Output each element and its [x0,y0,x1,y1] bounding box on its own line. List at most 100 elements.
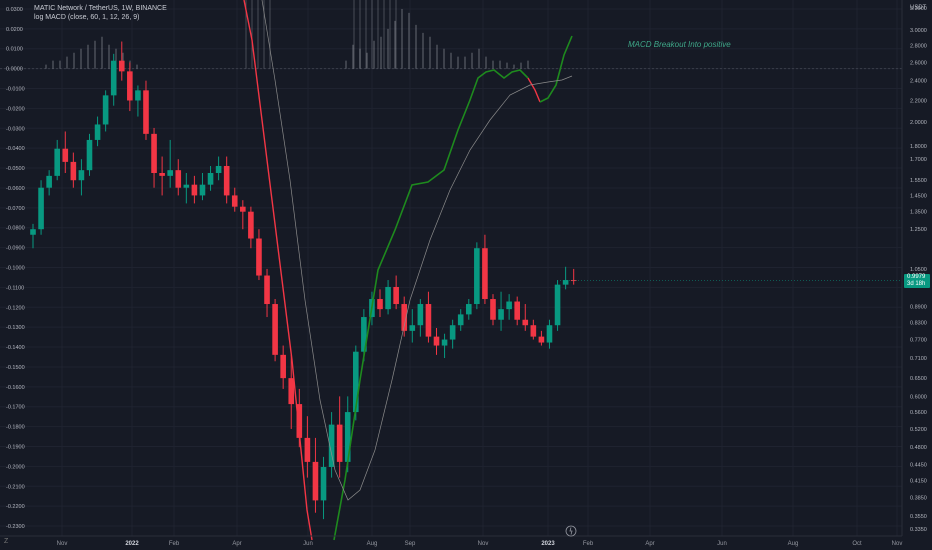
candle-body [256,238,262,276]
candle-down [312,437,319,513]
candle-body [110,60,117,96]
macd-tick-label: -0.0500 [6,166,25,172]
price-tick-label: 1.0500 [910,267,927,273]
price-tick-label: 2.8000 [910,44,927,50]
candle-body [417,304,424,326]
candle-up [506,294,512,320]
candle-body [385,286,391,310]
candle-down [62,131,69,173]
candle-up [94,116,101,147]
candle-down [490,294,496,326]
candle-up [86,133,93,176]
candle-down [288,354,295,429]
signal-line [261,0,573,501]
candle-body [30,229,36,235]
price-tick-label: 1.7000 [910,157,927,163]
candle-body [433,336,440,346]
candle-body [530,325,537,337]
indicator-title[interactable]: log MACD (close, 60, 1, 12, 26, 9) [34,14,140,21]
candle-down [223,156,230,204]
candle-body [38,187,44,230]
candle-up [554,280,561,331]
candle-body [474,248,480,305]
candle-body [554,284,561,326]
candle-body [280,354,286,379]
candle-body [449,325,456,340]
macd-tick-label: 0.0200 [6,27,23,33]
macd-line-falling [243,0,313,541]
candle-down [256,229,262,281]
macd-tick-label: -0.1700 [6,405,25,411]
time-tick-label: Sep [405,541,416,547]
candle-down [191,175,198,204]
candle-body [175,170,182,188]
macd-histogram [45,0,529,69]
candle-up [385,280,391,315]
macd-tick-label: -0.1300 [6,325,25,331]
candle-down [538,330,545,346]
price-tick-label: 0.7100 [910,356,927,362]
candle-down [304,416,311,478]
macd-line-dip [527,77,541,103]
candle-up [38,180,44,235]
candle-down [401,296,408,337]
clock-icon[interactable] [565,525,577,537]
candle-body [54,148,61,176]
candle-body [336,424,343,462]
macd-tick-label: -0.1800 [6,425,25,431]
candle-body [514,301,520,320]
price-tick-label: 0.8300 [910,320,927,326]
candle-down [570,268,577,285]
candle-body [457,314,464,326]
time-tick-label: Nov [57,541,68,547]
candle-body [231,195,238,207]
price-tick-label: 0.4450 [910,462,927,468]
candle-down [240,200,246,230]
candle-up [102,90,109,132]
macd-line-rising [333,69,529,541]
symbol-title[interactable]: MATIC Network / TetherUS, 1W, BINANCE [34,5,167,12]
candle-body [353,351,359,413]
tradingview-logo-icon[interactable]: Z [4,538,9,545]
candle-body [94,124,101,140]
candle-up [167,139,173,188]
macd-tick-label: -0.0100 [6,87,25,93]
candle-down [143,80,149,140]
macd-lines [243,0,902,541]
macd-tick-label: -0.1100 [6,285,24,291]
price-tick-label: 0.5600 [910,410,927,416]
candle-body [199,184,206,196]
time-tick-label: Apr [645,541,654,547]
candle-body [143,90,149,134]
candle-body [207,172,214,185]
time-tick-label: Aug [367,541,378,547]
price-tick-label: 1.2500 [910,227,927,233]
candle-down [393,275,399,310]
candle-up [30,223,36,249]
candle-body [102,95,109,125]
candle-body [296,404,303,438]
price-tick-label: 0.4150 [910,478,927,484]
bar-countdown: 3d 18h [907,281,926,288]
candle-down [522,304,529,331]
candle-down [118,41,125,81]
candle-up [54,139,61,181]
macd-axis[interactable]: 0.0300 0.0200 0.0100 0.0000 -0.0100 -0.0200 -0… [6,7,25,530]
chart-annotation[interactable]: MACD Breakout Into positive [628,40,731,49]
time-axis[interactable]: Nov 2022 Feb Apr Jun Aug Sep Nov 2023 Feb Apr Jun Au… [0,535,902,547]
price-tick-label: 2.6000 [910,60,927,66]
candle-body [118,60,125,72]
candle-body [304,437,311,462]
candle-down [175,159,182,196]
time-tick-label: 2023 [541,541,555,547]
candle-body [151,133,157,173]
macd-tick-label: -0.1900 [6,445,25,451]
macd-tick-label: -0.0300 [6,126,25,132]
candle-body [490,299,496,320]
candle-body [344,412,351,462]
candle-body [191,184,198,196]
candle-up [320,456,327,520]
candle-body [361,317,367,352]
